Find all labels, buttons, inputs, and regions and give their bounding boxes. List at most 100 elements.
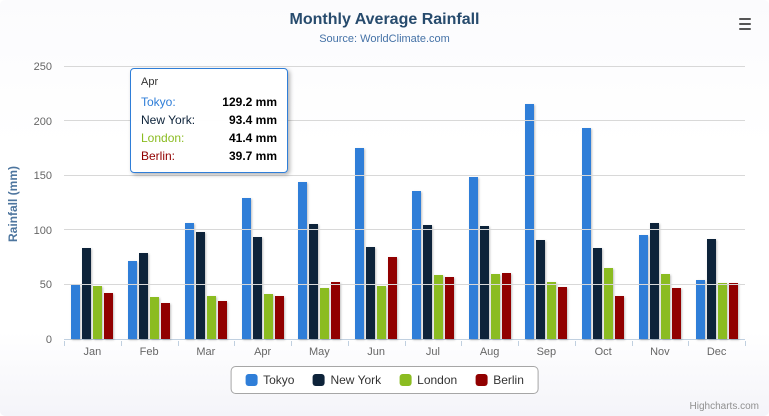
legend-item-london[interactable]: London (399, 373, 457, 387)
x-axis-tick (64, 341, 65, 346)
x-axis-labels: Jan Feb Mar Apr May Jun Jul Aug Sep Oct Nov Dec (64, 346, 745, 358)
bar-new-york-jun[interactable] (366, 247, 376, 339)
legend-item-tokyo[interactable]: Tokyo (245, 373, 294, 387)
category-group-may (291, 67, 348, 339)
bar-tokyo-mar[interactable] (184, 223, 194, 339)
legend-label: London (417, 373, 458, 387)
bar-tokyo-feb[interactable] (128, 261, 138, 339)
bar-tokyo-jun[interactable] (355, 147, 365, 339)
tooltip-series-label: London: (141, 131, 185, 145)
burger-line (739, 28, 751, 30)
bar-london-sep[interactable] (547, 282, 557, 339)
tooltip-series-label: Tokyo: (141, 95, 176, 109)
bar-london-dec[interactable] (717, 283, 727, 339)
bar-berlin-feb[interactable] (161, 302, 171, 339)
gridline-100 (64, 229, 745, 231)
bar-new-york-may[interactable] (309, 223, 319, 339)
x-axis-tick (688, 341, 690, 346)
x-axis-tick (347, 341, 349, 346)
bar-london-aug[interactable] (490, 274, 500, 339)
legend-label: Tokyo (263, 373, 295, 387)
bar-berlin-oct[interactable] (615, 296, 625, 339)
tooltip-series-value: 41.4 mm (228, 131, 277, 145)
bar-london-apr[interactable] (263, 293, 273, 339)
burger-line (739, 23, 751, 25)
tooltip-row: New York: 93.4 mm (141, 111, 277, 129)
bar-new-york-aug[interactable] (479, 225, 489, 339)
legend-label: Berlin (493, 373, 524, 387)
bar-berlin-mar[interactable] (217, 301, 227, 339)
credits-link[interactable]: Highcharts.com (689, 401, 759, 412)
x-axis-tick (234, 341, 236, 346)
category-group-jun (348, 67, 405, 339)
x-tick-label: Dec (706, 346, 727, 358)
x-axis-tick (631, 341, 633, 346)
bar-london-feb[interactable] (150, 296, 160, 339)
x-tick-label: Sep (536, 346, 557, 358)
bar-tokyo-dec[interactable] (695, 279, 705, 339)
bar-new-york-jul[interactable] (422, 224, 432, 339)
gridline-50 (64, 283, 745, 285)
tooltip-rows: Tokyo: 129.2 mm New York: 93.4 mm London: 41.… (141, 93, 277, 165)
bar-berlin-aug[interactable] (501, 273, 511, 339)
bar-new-york-mar[interactable] (195, 231, 205, 339)
x-tick-label: Jul (425, 346, 440, 358)
x-axis-tick (574, 341, 576, 346)
category-group-jul (405, 67, 462, 339)
legend-label: New York (330, 373, 382, 387)
bar-tokyo-nov[interactable] (638, 235, 648, 339)
bar-new-york-nov[interactable] (649, 223, 659, 339)
bar-london-jun[interactable] (377, 286, 387, 339)
category-group-nov (632, 67, 689, 339)
bar-tokyo-aug[interactable] (468, 177, 478, 339)
x-tick-label: Feb (139, 346, 159, 358)
bar-new-york-dec[interactable] (706, 238, 716, 339)
y-tick-label: 150 (33, 170, 52, 183)
legend-item-berlin[interactable]: Berlin (475, 373, 524, 387)
chart-title: Monthly Average Rainfall (289, 11, 480, 28)
bar-london-nov[interactable] (660, 274, 670, 339)
y-tick-label: 50 (39, 279, 52, 292)
bar-new-york-sep[interactable] (536, 239, 546, 339)
legend-item-new-york[interactable]: New York (312, 373, 381, 387)
bar-berlin-may[interactable] (331, 281, 341, 339)
bar-berlin-jan[interactable] (104, 292, 114, 339)
bar-new-york-oct[interactable] (593, 248, 603, 339)
bar-london-oct[interactable] (604, 268, 614, 339)
bar-new-york-feb[interactable] (139, 253, 149, 339)
plot-area (64, 66, 745, 340)
bar-tokyo-sep[interactable] (525, 103, 535, 339)
y-tick-label: 0 (45, 334, 52, 346)
bar-london-jan[interactable] (93, 285, 103, 339)
bar-tokyo-jul[interactable] (411, 191, 421, 339)
tooltip-series-label: New York: (141, 113, 196, 127)
x-axis-tick (177, 341, 179, 346)
bar-london-mar[interactable] (206, 296, 216, 339)
bar-berlin-apr[interactable] (274, 295, 284, 339)
bar-tokyo-apr[interactable] (241, 198, 251, 339)
x-axis-tick (291, 341, 292, 346)
bar-tokyo-jan[interactable] (71, 284, 81, 339)
bar-tokyo-oct[interactable] (582, 127, 592, 339)
legend-symbol (245, 374, 258, 386)
bar-berlin-dec[interactable] (728, 283, 738, 339)
tooltip: Apr Tokyo: 129.2 mm New York: 93.4 mm London… (130, 68, 288, 173)
x-axis-tick (120, 341, 122, 346)
bar-berlin-jul[interactable] (444, 276, 454, 339)
tooltip-series-value: 39.7 mm (228, 149, 277, 163)
bars-layer (64, 67, 745, 339)
legend-symbol (399, 374, 412, 386)
tooltip-row: Berlin: 39.7 mm (141, 147, 277, 165)
bar-new-york-apr[interactable] (252, 237, 262, 339)
context-menu-icon[interactable] (737, 13, 753, 35)
bar-berlin-sep[interactable] (558, 287, 568, 339)
bar-london-jul[interactable] (433, 274, 443, 339)
bar-berlin-nov[interactable] (671, 288, 681, 339)
bar-london-may[interactable] (320, 287, 330, 339)
tooltip-header: Apr (141, 76, 159, 88)
x-axis-tick (404, 341, 406, 346)
bar-berlin-jun[interactable] (388, 256, 398, 339)
y-tick-label: 200 (33, 115, 52, 128)
bar-tokyo-may[interactable] (298, 182, 308, 339)
bar-new-york-jan[interactable] (82, 248, 92, 339)
